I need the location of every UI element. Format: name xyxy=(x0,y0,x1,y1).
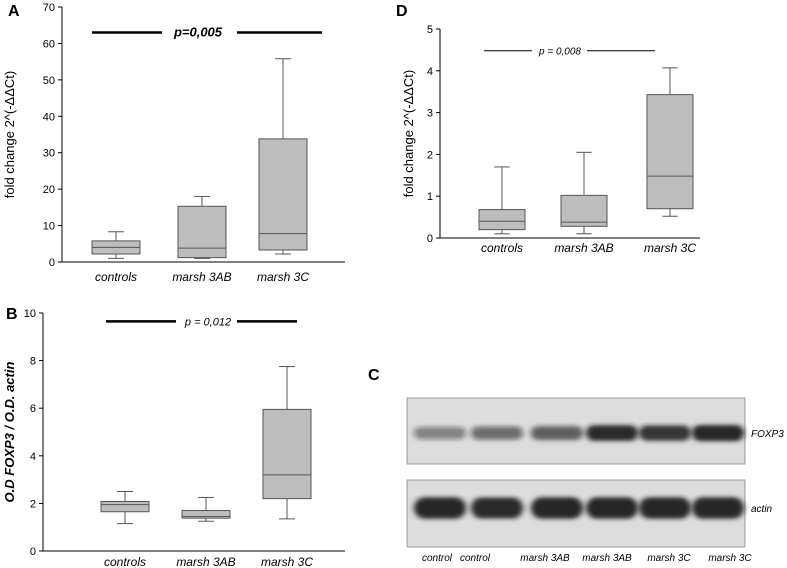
y-axis-label: fold change 2^(-ΔΔCt) xyxy=(2,71,17,199)
y-tick-label: 40 xyxy=(43,111,55,123)
box-iqr xyxy=(262,408,312,500)
x-category-label: marsh 3AB xyxy=(554,241,613,255)
y-tick-label: 0 xyxy=(427,233,433,245)
y-tick-label: 10 xyxy=(43,221,55,233)
y-tick-label: 2 xyxy=(30,498,36,510)
x-category-label: marsh 3C xyxy=(644,241,696,255)
y-tick-label: 50 xyxy=(43,75,55,87)
x-category-label: marsh 3C xyxy=(257,270,309,284)
y-tick-label: 0 xyxy=(30,546,36,558)
x-category-label: marsh 3C xyxy=(261,555,313,568)
panel-label: B xyxy=(6,306,18,323)
y-tick-label: 60 xyxy=(43,38,55,50)
blot-row-label: actin xyxy=(751,504,773,515)
box-iqr xyxy=(181,510,231,519)
box-iqr xyxy=(478,209,526,231)
y-tick-label: 4 xyxy=(427,66,433,78)
blot-lane-label: control xyxy=(422,553,453,564)
chart-panel-d: D 0 1 2 3 4 5 fold change 2^(-ΔΔCt) controls mars… xyxy=(396,3,700,255)
y-tick-label: 6 xyxy=(30,403,36,415)
box-iqr xyxy=(646,94,694,210)
y-tick-label: 4 xyxy=(30,451,36,463)
p-value-label: p = 0,012 xyxy=(184,316,231,328)
box-iqr xyxy=(258,138,308,251)
x-category-label: marsh 3AB xyxy=(172,270,231,284)
y-tick-label: 3 xyxy=(427,108,433,120)
panel-label: C xyxy=(368,367,380,384)
box-iqr xyxy=(560,194,608,227)
chart-panel-a: A 0 10 20 30 40 50 60 70 fold change 2^(-ΔΔCt) con… xyxy=(2,2,345,284)
y-tick-label: 70 xyxy=(43,2,55,14)
blot-band xyxy=(639,497,691,519)
blot-band xyxy=(692,424,744,442)
y-tick-label: 5 xyxy=(427,24,433,36)
blot-lane-label: marsh 3AB xyxy=(582,553,632,564)
box-iqr xyxy=(100,500,150,513)
blot-band xyxy=(692,497,744,519)
blot-band xyxy=(586,497,638,519)
blot-lane-label: marsh 3AB xyxy=(520,553,570,564)
blot-band xyxy=(471,497,523,519)
blot-lane-label: marsh 3C xyxy=(708,553,752,564)
blot-lane-label: control xyxy=(460,553,491,564)
blot-band xyxy=(471,426,523,440)
blot-lane-label: marsh 3C xyxy=(647,553,691,564)
y-tick-label: 0 xyxy=(49,257,55,269)
box-iqr xyxy=(177,205,227,259)
p-value-label: p=0,005 xyxy=(173,25,223,40)
chart-panel-b: B 0 2 4 6 8 10 O.D FOXP3 / O.D. actin controls ma… xyxy=(2,306,345,568)
x-category-label: marsh 3AB xyxy=(176,555,235,568)
blot-band xyxy=(531,426,583,440)
y-tick-label: 8 xyxy=(30,356,36,368)
y-tick-label: 1 xyxy=(427,191,433,203)
y-axis-label: O.D FOXP3 / O.D. actin xyxy=(2,362,17,503)
blot-band xyxy=(586,425,638,441)
p-value-label: p = 0,008 xyxy=(538,47,581,58)
x-category-label: controls xyxy=(104,555,146,568)
blot-band xyxy=(531,497,583,519)
blot-band xyxy=(414,497,466,519)
y-tick-label: 10 xyxy=(24,308,36,320)
y-axis-label: fold change 2^(-ΔΔCt) xyxy=(401,70,416,198)
blot-row-label: FOXP3 xyxy=(751,429,784,440)
western-blot-panel-c: C FOXP3 actin control control marsh 3AB marsh … xyxy=(368,367,784,564)
panel-label: A xyxy=(8,3,20,20)
x-category-label: controls xyxy=(481,241,523,255)
x-category-label: controls xyxy=(95,270,137,284)
y-tick-label: 30 xyxy=(43,148,55,160)
blot-band xyxy=(414,426,466,440)
y-tick-label: 20 xyxy=(43,184,55,196)
panel-label: D xyxy=(396,3,408,20)
y-tick-label: 2 xyxy=(427,149,433,161)
blot-band xyxy=(639,425,691,441)
